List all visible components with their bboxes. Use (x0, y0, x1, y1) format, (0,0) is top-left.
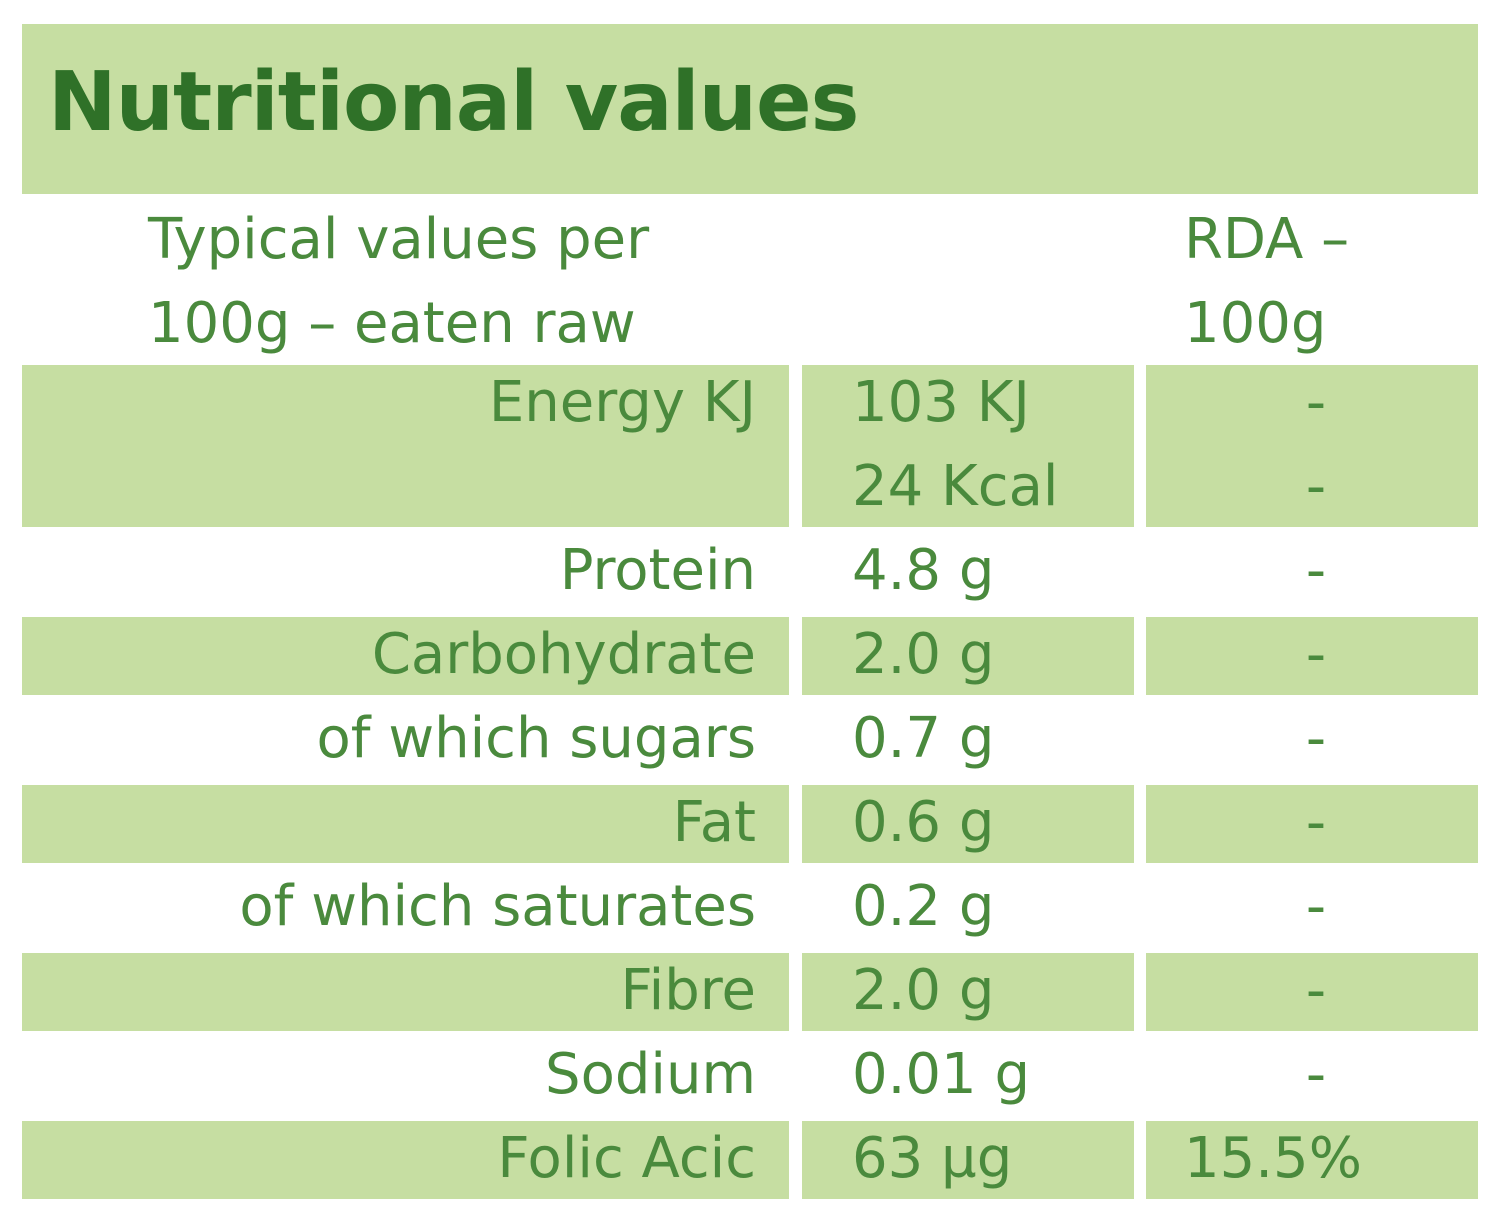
value-cell: 63 µg (802, 1121, 1134, 1199)
column-header-typical-values: Typical values per 100g – eaten raw (148, 198, 649, 366)
rda-cell: - (1146, 617, 1478, 695)
rda-text: - (1305, 622, 1327, 687)
label-text: of which sugars (316, 706, 756, 771)
rda-cell: 15.5% (1146, 1121, 1478, 1199)
rda-text: - (1305, 370, 1327, 435)
rda-cell: - (1146, 533, 1478, 611)
rda-cell: - (1146, 869, 1478, 947)
column-header-rda: RDA – 100g (1184, 198, 1349, 366)
rda-cell: -- (1146, 365, 1478, 527)
value-cell: 2.0 g (802, 953, 1134, 1031)
label-text: Carbohydrate (371, 622, 756, 687)
value-text: 0.7 g (852, 706, 995, 771)
rda-text: - (1305, 958, 1327, 1023)
label-cell: Fibre (22, 953, 789, 1031)
value-cell: 0.7 g (802, 701, 1134, 779)
rda-cell: - (1146, 953, 1478, 1031)
value-text: 2.0 g (852, 622, 995, 687)
value-cell: 0.6 g (802, 785, 1134, 863)
value-text: 0.01 g (852, 1042, 1031, 1107)
rda-text: - (1305, 454, 1327, 519)
value-text: 0.6 g (852, 790, 995, 855)
rda-text: - (1305, 1042, 1327, 1107)
value-cell: 4.8 g (802, 533, 1134, 611)
page-title: Nutritional values (48, 55, 859, 150)
rda-text: - (1305, 790, 1327, 855)
label-text: Fat (672, 790, 756, 855)
value-text: 103 KJ (852, 370, 1030, 435)
value-text: 2.0 g (852, 958, 995, 1023)
column-header-typical-values-line-2: 100g – eaten raw (148, 291, 636, 356)
value-text: 4.8 g (852, 538, 995, 603)
label-text: Energy KJ (488, 370, 756, 435)
value-text: 0.2 g (852, 874, 995, 939)
rda-text: 15.5% (1184, 1126, 1362, 1191)
label-text: Protein (559, 538, 756, 603)
label-cell: Carbohydrate (22, 617, 789, 695)
rda-text: - (1305, 874, 1327, 939)
column-header-rda-line-2: 100g (1184, 291, 1327, 356)
rda-text: - (1305, 538, 1327, 603)
label-text: Folic Acic (497, 1126, 756, 1191)
value-cell: 2.0 g (802, 617, 1134, 695)
label-cell: of which sugars (22, 701, 789, 779)
rda-text: - (1305, 706, 1327, 771)
value-cell: 0.01 g (802, 1037, 1134, 1115)
label-cell: of which saturates (22, 869, 789, 947)
rda-cell: - (1146, 701, 1478, 779)
label-text: of which saturates (239, 874, 756, 939)
label-cell: Protein (22, 533, 789, 611)
column-header-rda-line-1: RDA – (1184, 207, 1350, 272)
label-cell: Sodium (22, 1037, 789, 1115)
value-cell: 0.2 g (802, 869, 1134, 947)
rda-cell: - (1146, 1037, 1478, 1115)
label-cell: Fat (22, 785, 789, 863)
label-cell: Folic Acic (22, 1121, 789, 1199)
label-cell: Energy KJ (22, 365, 789, 527)
rda-cell: - (1146, 785, 1478, 863)
value-text: 63 µg (852, 1126, 1013, 1191)
title-bar: Nutritional values (22, 24, 1478, 194)
value-cell: 103 KJ 24 Kcal (802, 365, 1134, 527)
label-text: Fibre (620, 958, 757, 1023)
label-text: Sodium (545, 1042, 756, 1107)
column-header-typical-values-line-1: Typical values per (148, 207, 650, 272)
value-text: 24 Kcal (852, 454, 1059, 519)
